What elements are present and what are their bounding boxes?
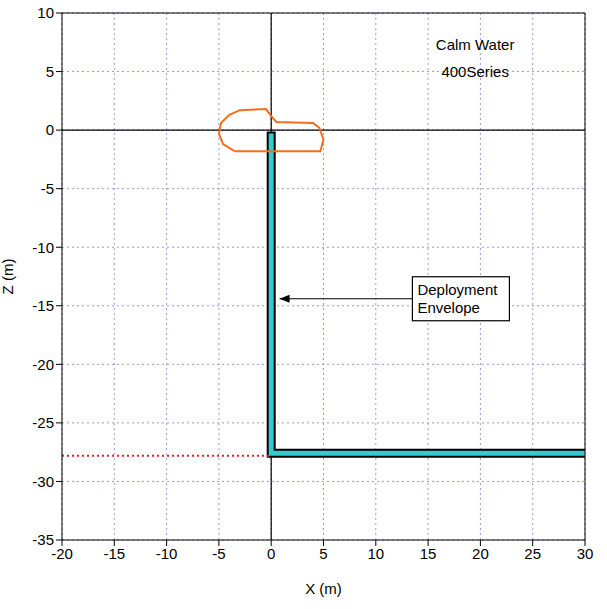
svg-text:400Series: 400Series — [441, 63, 509, 80]
svg-text:Calm Water: Calm Water — [436, 36, 515, 53]
svg-text:15: 15 — [420, 545, 437, 562]
svg-text:-20: -20 — [32, 356, 54, 373]
svg-text:-5: -5 — [41, 180, 54, 197]
svg-text:20: 20 — [472, 545, 489, 562]
svg-text:-15: -15 — [103, 545, 125, 562]
svg-text:Envelope: Envelope — [417, 299, 480, 316]
svg-text:-30: -30 — [32, 473, 54, 490]
svg-text:Z (m): Z (m) — [0, 259, 16, 295]
svg-text:-10: -10 — [32, 239, 54, 256]
svg-text:Deployment: Deployment — [417, 281, 498, 298]
svg-text:5: 5 — [46, 63, 54, 80]
svg-text:10: 10 — [367, 545, 384, 562]
svg-text:10: 10 — [37, 4, 54, 21]
svg-text:-35: -35 — [32, 531, 54, 548]
svg-text:30: 30 — [577, 545, 594, 562]
svg-text:5: 5 — [319, 545, 327, 562]
svg-text:0: 0 — [46, 121, 54, 138]
svg-text:-20: -20 — [51, 545, 73, 562]
svg-text:X (m): X (m) — [305, 580, 342, 597]
svg-text:-10: -10 — [156, 545, 178, 562]
svg-text:25: 25 — [524, 545, 541, 562]
svg-text:-25: -25 — [32, 414, 54, 431]
svg-text:-15: -15 — [32, 297, 54, 314]
svg-text:-5: -5 — [212, 545, 225, 562]
svg-text:0: 0 — [267, 545, 275, 562]
